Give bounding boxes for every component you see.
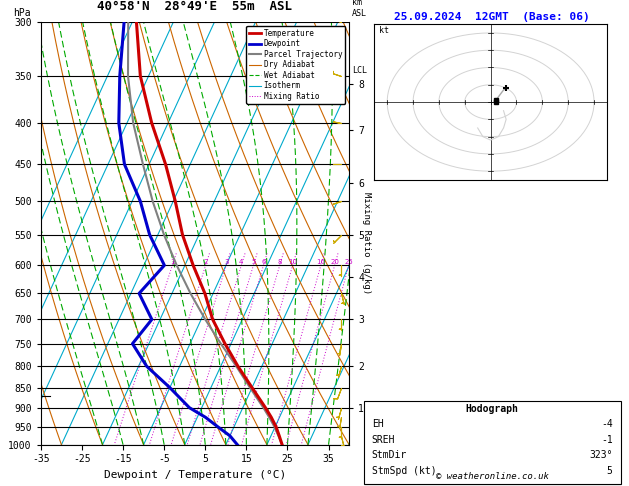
Text: 8: 8 [277, 260, 282, 265]
Text: © weatheronline.co.uk: © weatheronline.co.uk [436, 472, 548, 481]
Text: StmDir: StmDir [372, 451, 407, 460]
Text: 6: 6 [261, 260, 265, 265]
Text: LCL: LCL [352, 66, 367, 75]
Text: kt: kt [379, 26, 389, 35]
Text: hPa: hPa [13, 8, 31, 17]
Text: 2: 2 [203, 260, 208, 265]
Text: 25: 25 [345, 260, 353, 265]
Text: 5: 5 [607, 466, 613, 476]
Text: 5: 5 [251, 260, 255, 265]
FancyBboxPatch shape [364, 401, 621, 484]
Text: StmSpd (kt): StmSpd (kt) [372, 466, 437, 476]
Text: 25.09.2024  12GMT  (Base: 06): 25.09.2024 12GMT (Base: 06) [394, 12, 590, 22]
Text: -1: -1 [601, 435, 613, 445]
Text: -4: -4 [601, 419, 613, 429]
Text: 16: 16 [316, 260, 325, 265]
Text: 3: 3 [224, 260, 228, 265]
Text: 4: 4 [239, 260, 243, 265]
Text: km
ASL: km ASL [352, 0, 367, 17]
Text: 10: 10 [288, 260, 297, 265]
Text: Mixing Ratio (g/kg): Mixing Ratio (g/kg) [362, 192, 370, 294]
Text: SREH: SREH [372, 435, 395, 445]
Text: 40°58'N  28°49'E  55m  ASL: 40°58'N 28°49'E 55m ASL [97, 0, 292, 14]
Legend: Temperature, Dewpoint, Parcel Trajectory, Dry Adiabat, Wet Adiabat, Isotherm, Mi: Temperature, Dewpoint, Parcel Trajectory… [246, 26, 345, 104]
X-axis label: Dewpoint / Temperature (°C): Dewpoint / Temperature (°C) [104, 470, 286, 480]
Text: EH: EH [372, 419, 384, 429]
Text: 20: 20 [330, 260, 339, 265]
Text: 1: 1 [170, 260, 175, 265]
Text: Hodograph: Hodograph [465, 404, 519, 414]
Text: 323°: 323° [589, 451, 613, 460]
